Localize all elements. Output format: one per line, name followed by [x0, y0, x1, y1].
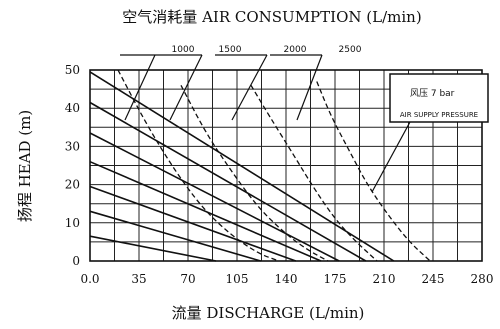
chart-title: 空气消耗量 AIR CONSUMPTION (L/min) [122, 8, 421, 26]
x-tick-label: 0.0 [80, 272, 99, 286]
x-tick-label: 140 [275, 272, 298, 286]
pressure-line-5-bar [89, 132, 340, 262]
x-axis-label: 流量 DISCHARGE (L/min) [172, 304, 365, 322]
y-tick-label: 0 [72, 254, 80, 268]
air-label-leader [169, 54, 203, 121]
air-curve-2500 [316, 81, 431, 262]
x-tick-label: 70 [180, 272, 195, 286]
legend-box: 风压 7 bar AIR SUPPLY PRESSURE [389, 73, 489, 123]
x-tick-label: 210 [373, 272, 396, 286]
pressure-line-7-bar [89, 71, 395, 262]
pressure-line-4-bar [89, 160, 322, 262]
air-curve-1500 [180, 85, 329, 262]
x-tick-label: 175 [324, 272, 347, 286]
plot-frame [89, 69, 483, 262]
air-label: 2500 [339, 45, 362, 55]
y-axis-label: 扬程 HEAD (m) [16, 110, 34, 222]
air-label-leader [124, 54, 156, 121]
air-label: 2000 [284, 45, 307, 55]
air-consumption-labels: 1000 1500 2000 2500 [120, 45, 411, 193]
pressure-line-2-bar [89, 210, 262, 262]
x-tick-label: 245 [422, 272, 445, 286]
pressure-line-6-bar [89, 101, 367, 262]
pressure-line-1-bar [89, 235, 217, 262]
legend-line-2: AIR SUPPLY PRESSURE [400, 111, 478, 119]
y-tick-label: 30 [65, 139, 80, 153]
axis-ticks: 0.0 35 70 105 140 175 210 245 280 0 10 20 30 40 50 [65, 63, 494, 286]
x-tick-label: 105 [226, 272, 249, 286]
x-tick-label: 35 [131, 272, 146, 286]
air-label-leader [231, 54, 268, 121]
air-label: 1000 [172, 45, 195, 55]
y-tick-label: 50 [65, 63, 80, 77]
air-label: 1500 [219, 45, 242, 55]
legend-leader [371, 121, 411, 193]
legend-frame [389, 73, 489, 123]
y-tick-label: 10 [65, 216, 80, 230]
legend-line-1: 风压 7 bar [410, 88, 455, 99]
air-label-leader [296, 54, 323, 121]
air-curve-2000 [250, 84, 378, 262]
pressure-line-3-bar [89, 185, 297, 262]
y-tick-label: 40 [65, 101, 80, 115]
y-tick-label: 20 [65, 178, 80, 192]
data-curves [89, 69, 431, 262]
air-curve-1000 [117, 69, 280, 262]
x-tick-label: 280 [471, 272, 494, 286]
